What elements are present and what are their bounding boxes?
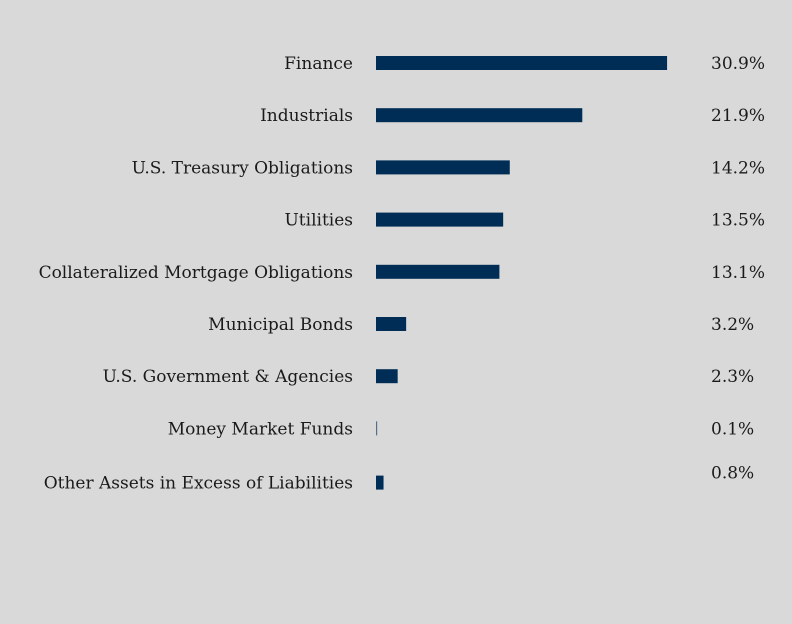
value-label: 0.1% (711, 419, 754, 439)
bar (376, 317, 407, 331)
category-label: Money Market Funds (168, 419, 353, 439)
category-label: U.S. Government & Agencies (103, 367, 353, 387)
category-label: Industrials (260, 106, 353, 126)
value-label: 0.8% (711, 464, 754, 484)
category-label: Collateralized Mortgage Obligations (39, 263, 353, 283)
bar (376, 56, 668, 70)
category-label: Utilities (284, 211, 353, 231)
value-label: 21.9% (711, 106, 765, 126)
category-label: Municipal Bonds (208, 315, 353, 335)
value-label: 30.9% (711, 54, 765, 74)
bar (376, 212, 504, 227)
value-label: 13.5% (711, 211, 765, 231)
bar (376, 369, 398, 384)
value-label: 13.1% (711, 263, 765, 283)
bar (376, 264, 500, 279)
bar (376, 160, 510, 175)
bar (376, 421, 378, 436)
bar (376, 108, 583, 123)
category-label: Other Assets in Excess of Liabilities (44, 474, 353, 494)
value-label: 14.2% (711, 158, 765, 178)
category-label: Finance (284, 54, 353, 74)
bar (376, 475, 384, 490)
value-label: 3.2% (711, 315, 754, 335)
value-label: 2.3% (711, 367, 754, 387)
category-label: U.S. Treasury Obligations (132, 158, 353, 178)
